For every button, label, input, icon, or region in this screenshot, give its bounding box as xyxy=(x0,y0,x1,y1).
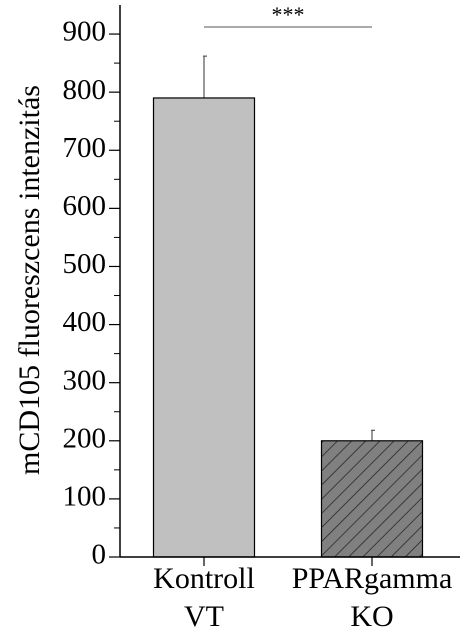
y-tick-label: 400 xyxy=(63,306,107,338)
y-tick-label: 800 xyxy=(63,74,107,106)
y-tick-label: 500 xyxy=(63,248,107,280)
bar xyxy=(320,440,424,558)
y-tick-label: 0 xyxy=(92,539,107,571)
y-tick-label: 200 xyxy=(63,422,107,454)
y-tick-label: 600 xyxy=(63,190,107,222)
y-tick-label: 900 xyxy=(63,16,107,48)
x-tick-label: Kontroll VT xyxy=(153,562,255,633)
significance-label: *** xyxy=(272,2,305,27)
x-tick-label: PPARgamma KO xyxy=(291,562,453,633)
y-tick-label: 700 xyxy=(63,132,107,164)
y-tick-label: 300 xyxy=(63,364,107,396)
y-tick-label: 100 xyxy=(63,481,107,513)
bar xyxy=(152,97,256,558)
y-axis-label: mCD105 fluoreszcens intenzitás xyxy=(13,85,46,475)
